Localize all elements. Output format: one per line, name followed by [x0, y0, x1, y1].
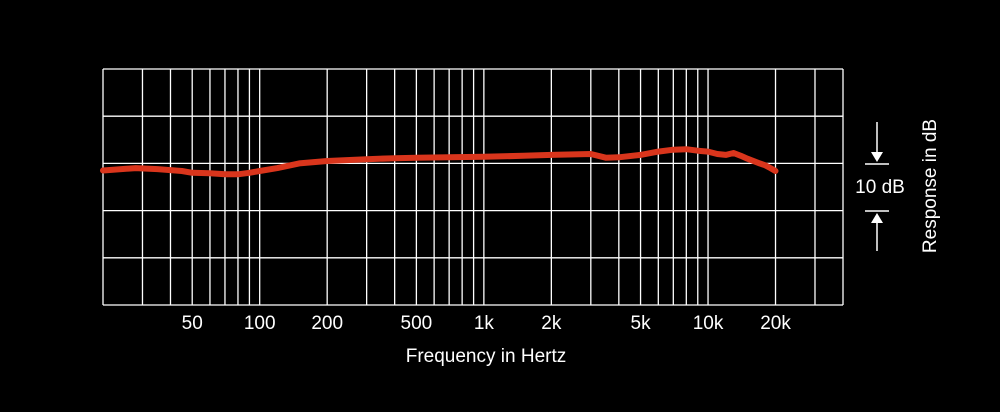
- x-tick-label: 200: [311, 313, 343, 334]
- x-tick-label: 1k: [474, 313, 495, 334]
- x-tick-labels: 50 100 200 500 1k 2k 5k 10k 20k: [182, 313, 792, 334]
- x-tick-label: 10k: [693, 313, 724, 334]
- x-tick-label: 2k: [541, 313, 562, 334]
- response-curve: [100, 146, 779, 178]
- scale-label: 10 dB: [855, 177, 905, 198]
- y-axis-title: Response in dB: [920, 119, 941, 253]
- scale-arrow-top-head: [871, 152, 883, 162]
- decibel-scale-indicator: 10 dB: [855, 122, 905, 251]
- x-tick-label: 100: [244, 313, 276, 334]
- x-tick-label: 20k: [760, 313, 791, 334]
- x-tick-label: 50: [182, 313, 203, 334]
- response-series: [100, 146, 779, 178]
- x-axis-title: Frequency in Hertz: [406, 346, 567, 367]
- plot-grid: [102, 68, 844, 306]
- x-tick-label: 5k: [631, 313, 652, 334]
- x-tick-label: 500: [401, 313, 433, 334]
